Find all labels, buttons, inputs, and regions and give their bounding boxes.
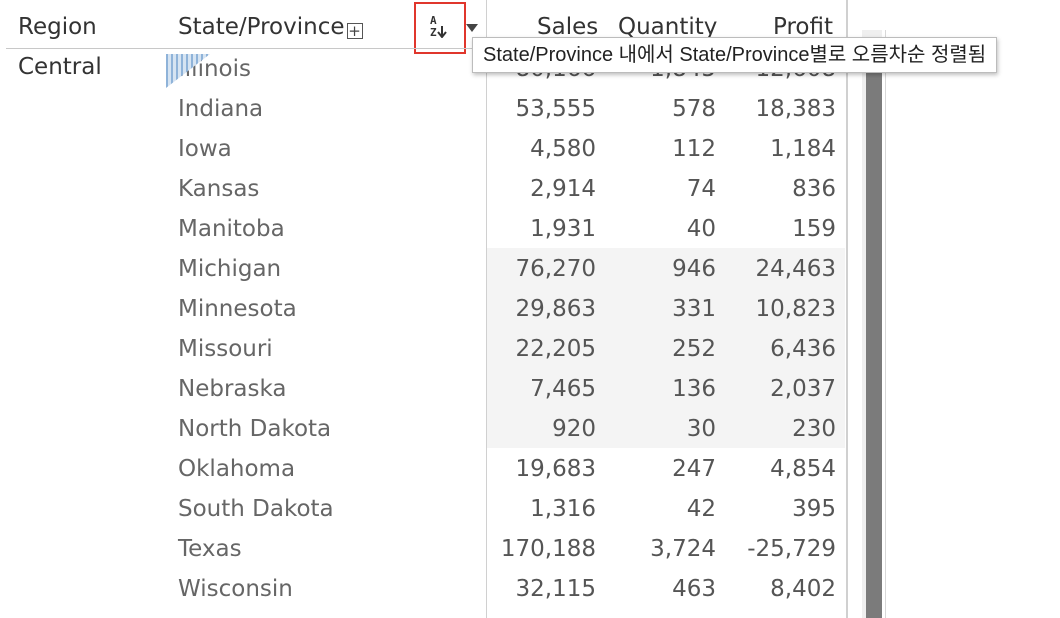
quantity-cell[interactable]: 136	[672, 376, 716, 402]
profit-cell[interactable]: 159	[792, 216, 836, 242]
expand-plus-icon[interactable]: +	[346, 22, 363, 40]
profit-cell[interactable]: 24,463	[755, 256, 836, 282]
arrow-down-icon	[436, 26, 447, 38]
quantity-cell[interactable]: 3,724	[650, 536, 716, 562]
sales-cell[interactable]: 53,555	[515, 96, 596, 122]
sales-cell[interactable]: 170,188	[500, 536, 596, 562]
quantity-cell[interactable]: 252	[672, 336, 716, 362]
profit-cell[interactable]: 395	[792, 496, 836, 522]
dropdown-caret-icon[interactable]	[466, 24, 478, 32]
table-row[interactable]: Nebraska 7,465 136 2,037	[0, 370, 846, 410]
state-cell[interactable]: Wisconsin	[178, 576, 293, 602]
sort-icon-z: Z	[430, 25, 437, 39]
state-cell[interactable]: Nebraska	[178, 376, 287, 402]
sort-ascending-icon[interactable]: A Z	[430, 15, 456, 43]
sales-cell[interactable]: 920	[552, 416, 596, 442]
state-cell[interactable]: Michigan	[178, 256, 282, 282]
quantity-cell[interactable]: 40	[686, 216, 716, 242]
sales-cell[interactable]: 76,270	[515, 256, 596, 282]
state-cell[interactable]: Oklahoma	[178, 456, 296, 482]
table-row[interactable]: Oklahoma 19,683 247 4,854	[0, 450, 846, 490]
state-cell[interactable]: Iowa	[178, 136, 232, 162]
quantity-cell[interactable]: 42	[686, 496, 716, 522]
sales-cell[interactable]: 4,580	[530, 136, 596, 162]
state-cell[interactable]: Texas	[178, 536, 242, 562]
profit-cell[interactable]: 2,037	[770, 376, 836, 402]
sales-cell[interactable]: 1,316	[530, 496, 596, 522]
table-row[interactable]: Texas 170,188 3,724 -25,729	[0, 530, 846, 570]
sales-cell[interactable]: 19,683	[515, 456, 596, 482]
state-cell[interactable]: Kansas	[178, 176, 260, 202]
column-header-region[interactable]: Region	[18, 14, 97, 40]
sales-cell[interactable]: 32,115	[515, 576, 596, 602]
profit-cell[interactable]: 8,402	[770, 576, 836, 602]
state-cell[interactable]: Missouri	[178, 336, 273, 362]
profit-cell[interactable]: 230	[792, 416, 836, 442]
pane-divider-left	[486, 0, 487, 618]
profit-cell[interactable]: 1,184	[770, 136, 836, 162]
state-cell[interactable]: Manitoba	[178, 216, 285, 242]
table-row[interactable]: Indiana 53,555 578 18,383	[0, 90, 846, 130]
table-row[interactable]: Kansas 2,914 74 836	[0, 170, 846, 210]
profit-cell[interactable]: 4,854	[770, 456, 836, 482]
column-header-state[interactable]: State/Province +	[178, 14, 363, 40]
quantity-cell[interactable]: 30	[686, 416, 716, 442]
sales-cell[interactable]: 2,914	[530, 176, 596, 202]
profit-cell[interactable]: 10,823	[755, 296, 836, 322]
profit-cell[interactable]: 836	[792, 176, 836, 202]
scrollbar-edge	[885, 30, 886, 618]
state-cell[interactable]: South Dakota	[178, 496, 334, 522]
sort-icon-a: A	[430, 14, 437, 27]
table-row[interactable]: Manitoba 1,931 40 159	[0, 210, 846, 250]
pane-divider-right	[846, 0, 848, 618]
state-cell[interactable]: Minnesota	[178, 296, 297, 322]
profit-cell[interactable]: 6,436	[770, 336, 836, 362]
profit-cell[interactable]: 18,383	[755, 96, 836, 122]
quantity-cell[interactable]: 112	[672, 136, 716, 162]
column-header-profit[interactable]: Profit	[773, 14, 833, 40]
table-row[interactable]: Michigan 76,270 946 24,463	[0, 250, 846, 290]
sort-tooltip: State/Province 내에서 State/Province별로 오름차순…	[472, 37, 998, 73]
highlight-band	[487, 248, 845, 448]
table-row[interactable]: Minnesota 29,863 331 10,823	[0, 290, 846, 330]
sales-cell[interactable]: 29,863	[515, 296, 596, 322]
state-cell[interactable]: North Dakota	[178, 416, 332, 442]
data-table: Illinois80,1661,84512,608 Indiana53,5555…	[0, 50, 846, 610]
profit-cell[interactable]: -25,729	[747, 536, 836, 562]
sales-cell[interactable]: 7,465	[530, 376, 596, 402]
table-row[interactable]: North Dakota 920 30 230	[0, 410, 846, 450]
column-header-quantity[interactable]: Quantity	[618, 14, 718, 40]
table-row[interactable]: Iowa 4,580 112 1,184	[0, 130, 846, 170]
sales-cell[interactable]: 1,931	[530, 216, 596, 242]
vertical-scrollbar-thumb[interactable]	[866, 66, 882, 618]
quantity-cell[interactable]: 331	[672, 296, 716, 322]
quantity-cell[interactable]: 74	[686, 176, 716, 202]
quantity-cell[interactable]: 463	[672, 576, 716, 602]
table-row[interactable]: South Dakota 1,316 42 395	[0, 490, 846, 530]
table-row[interactable]: Wisconsin 32,115 463 8,402	[0, 570, 846, 610]
quantity-cell[interactable]: 578	[672, 96, 716, 122]
state-header-label: State/Province	[178, 14, 345, 40]
header-divider	[6, 48, 486, 49]
state-cell[interactable]: Indiana	[178, 96, 264, 122]
quantity-cell[interactable]: 946	[672, 256, 716, 282]
sales-cell[interactable]: 22,205	[515, 336, 596, 362]
sort-button[interactable]	[414, 2, 466, 54]
table-row[interactable]: Missouri 22,205 252 6,436	[0, 330, 846, 370]
column-header-sales[interactable]: Sales	[537, 14, 599, 40]
region-value[interactable]: Central	[18, 54, 102, 80]
quantity-cell[interactable]: 247	[672, 456, 716, 482]
